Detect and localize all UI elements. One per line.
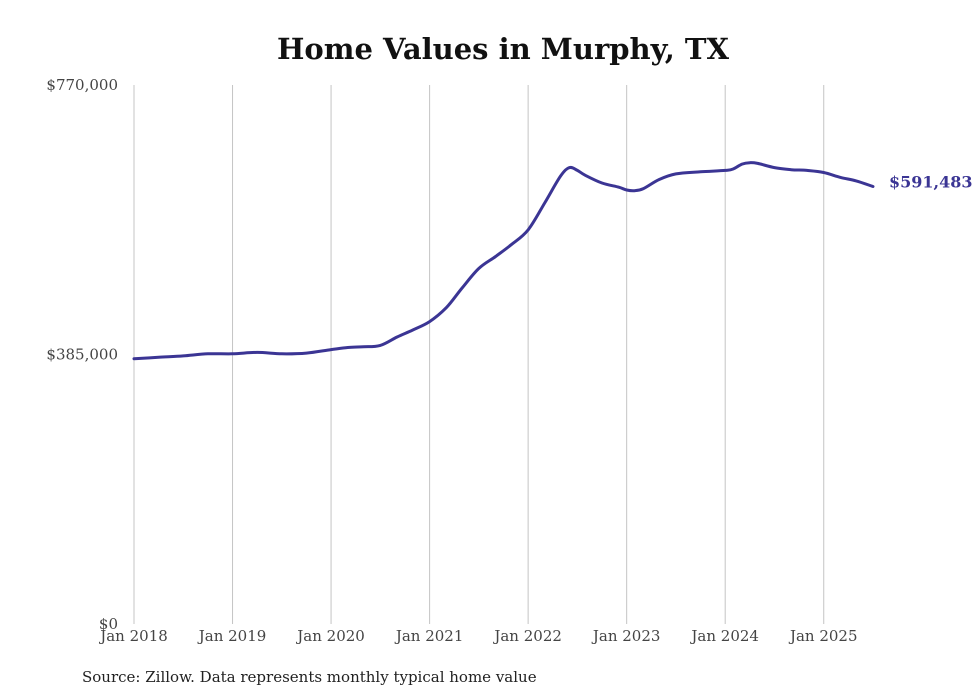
y-tick-label: $770,000 [46, 76, 118, 94]
chart-title: Home Values in Murphy, TX [277, 32, 729, 66]
x-tick-label: Jan 2021 [394, 627, 464, 645]
x-tick-label: Jan 2024 [689, 627, 759, 645]
x-tick-label: Jan 2019 [197, 627, 267, 645]
y-tick-label: $0 [99, 615, 118, 633]
x-tick-label: Jan 2022 [492, 627, 562, 645]
x-tick-label: Jan 2023 [591, 627, 661, 645]
x-axis-ticks: Jan 2018 Jan 2019 Jan 2020 Jan 2021 Jan 2022… [98, 627, 857, 645]
x-tick-label: Jan 2018 [98, 627, 168, 645]
x-tick-label: Jan 2020 [295, 627, 365, 645]
x-tick-label: Jan 2025 [788, 627, 858, 645]
source-note: Source: Zillow. Data represents monthly … [82, 668, 537, 686]
series-line-home-value [132, 161, 875, 361]
end-value-label: $591,483 [889, 173, 973, 192]
y-tick-label: $385,000 [46, 346, 118, 364]
y-axis-ticks: $0 $385,000 $770,000 [46, 76, 118, 633]
gridlines [133, 85, 825, 624]
